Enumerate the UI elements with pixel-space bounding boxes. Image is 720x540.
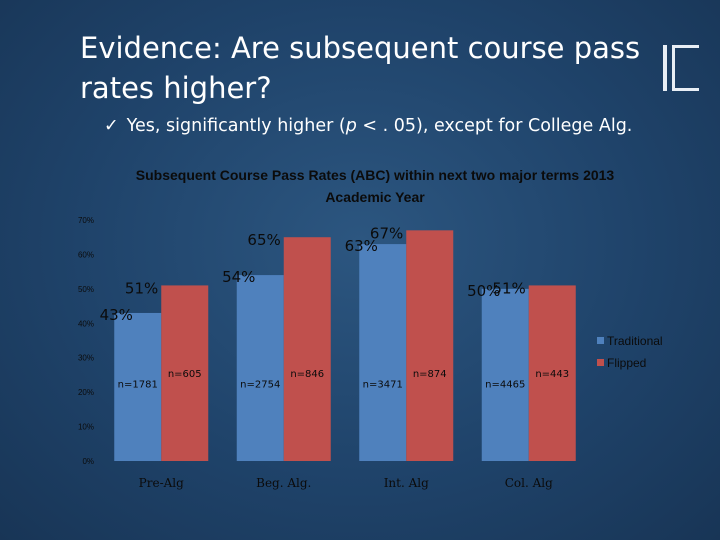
checkmark-icon: ✓ [104,116,119,136]
legend-label-flipped: Flipped [607,356,647,370]
n-label: n=874 [413,369,447,380]
n-label: n=443 [535,369,569,380]
bar-traditional-0 [114,312,162,461]
x-tick-label: Int. Alg [384,476,429,490]
n-label: n=846 [290,369,324,380]
chart-title: Subsequent Course Pass Rates (ABC) withi… [135,167,615,205]
data-label: 63% [345,237,378,255]
n-label: n=4465 [485,379,525,390]
chart-legend: Traditional Flipped [597,333,707,377]
data-label: 50% [467,282,500,300]
bar-traditional-2 [359,244,407,461]
x-tick-label: Pre-Alg [139,476,184,490]
y-tick-label: 40% [78,319,94,328]
legend-item-traditional: Traditional [597,333,707,355]
n-label: n=1781 [118,379,158,390]
legend-swatch-flipped [597,359,604,366]
data-label: 51% [492,279,525,297]
bullet-text-p-value: p [345,116,357,136]
bullet-point: ✓ Yes, significantly higher (p < . 05), e… [104,113,704,139]
bullet-text-start: Yes, significantly higher ( [126,116,346,136]
data-label: 54% [222,268,255,286]
n-label: n=2754 [240,379,280,390]
bar-flipped-0 [161,285,209,461]
bar-flipped-2 [406,230,454,461]
y-tick-label: 10% [78,423,94,432]
y-tick-label: 20% [78,388,94,397]
y-tick-label: 60% [78,250,94,259]
n-label: n=3471 [363,379,403,390]
data-label: 65% [247,231,280,249]
legend-label-traditional: Traditional [607,334,663,348]
y-tick-label: 70% [78,216,94,225]
bar-traditional-3 [481,288,529,461]
bar-flipped-1 [283,237,331,461]
bar-flipped-3 [528,285,576,461]
legend-swatch-traditional [597,337,604,344]
legend-item-flipped: Flipped [597,355,707,377]
corner-bracket-decoration [663,45,699,91]
n-label: n=605 [168,369,202,380]
bar-traditional-1 [236,275,284,461]
y-tick-label: 0% [82,457,94,466]
y-tick-label: 50% [78,285,94,294]
x-tick-label: Beg. Alg. [256,476,311,490]
data-label: 43% [100,306,133,324]
x-tick-label: Col. Alg [505,476,553,490]
data-label: 51% [125,279,158,297]
slide-title: Evidence: Are subsequent course pass rat… [80,31,641,105]
y-tick-label: 30% [78,354,94,363]
bullet-text-end: < . 05), except for College Alg. [356,116,633,136]
data-label: 67% [370,224,403,242]
